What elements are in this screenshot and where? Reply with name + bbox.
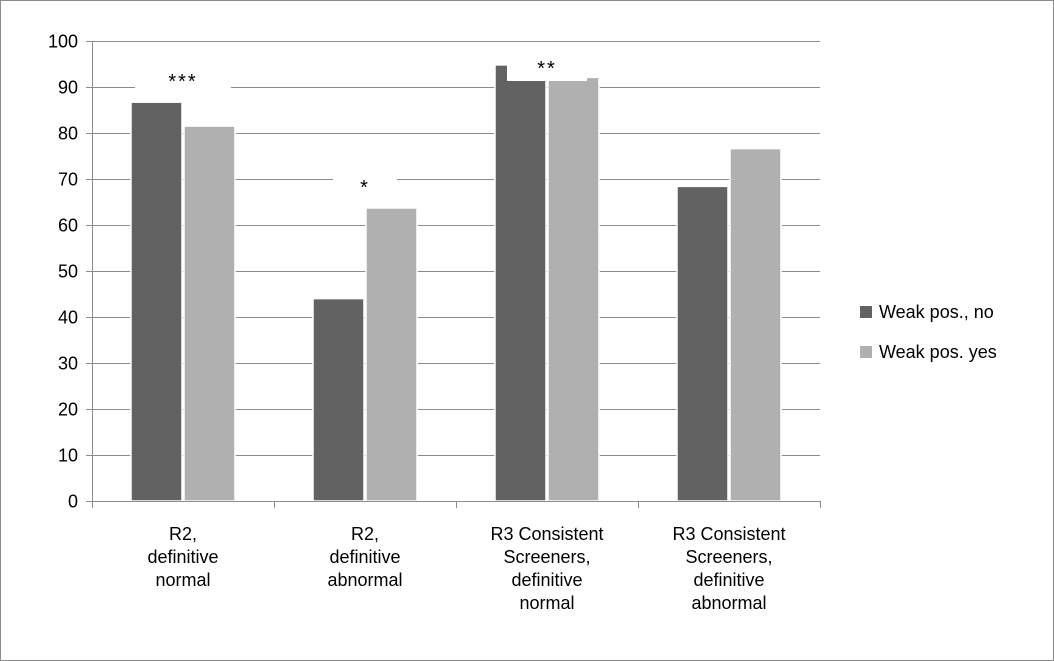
annotation-background [333,163,397,200]
y-tick-label: 50 [58,262,78,282]
legend-label: Weak pos. yes [879,342,997,362]
legend-swatch [860,306,872,318]
y-tick-label: 80 [58,124,78,144]
x-tick-label: R2, definitive abnormal [327,524,402,590]
y-tick-label: 60 [58,216,78,236]
annotation-background [135,58,231,95]
x-tick-label: R2, definitive normal [147,524,218,590]
legend-swatch [860,346,872,358]
y-tick-label: 40 [58,308,78,328]
bar-weak-pos-yes [365,207,418,502]
y-tick-label: 10 [58,446,78,466]
bar-weak-pos-yes [547,76,600,502]
y-tick-label: 20 [58,400,78,420]
x-tick-label: R3 Consistent Screeners, definitive abnorma… [672,524,785,613]
x-tick-label: R3 Consistent Screeners, definitive normal [490,524,603,613]
legend-label: Weak pos., no [879,302,994,322]
significance-annotation: * [360,177,370,199]
bar-weak-pos-no [676,185,729,502]
significance-annotation: ** [537,58,557,80]
bar-weak-pos-yes [729,147,782,502]
annotation-background [507,45,587,81]
y-tick-label: 30 [58,354,78,374]
bar-weak-pos-no [494,64,547,502]
bar-weak-pos-no [130,101,183,502]
significance-annotation: *** [168,71,197,93]
bar-weak-pos-yes [183,125,236,502]
y-tick-label: 100 [48,32,78,52]
y-tick-label: 0 [68,492,78,512]
bar-weak-pos-no [312,297,365,502]
y-tick-label: 70 [58,170,78,190]
y-tick-label: 90 [58,78,78,98]
